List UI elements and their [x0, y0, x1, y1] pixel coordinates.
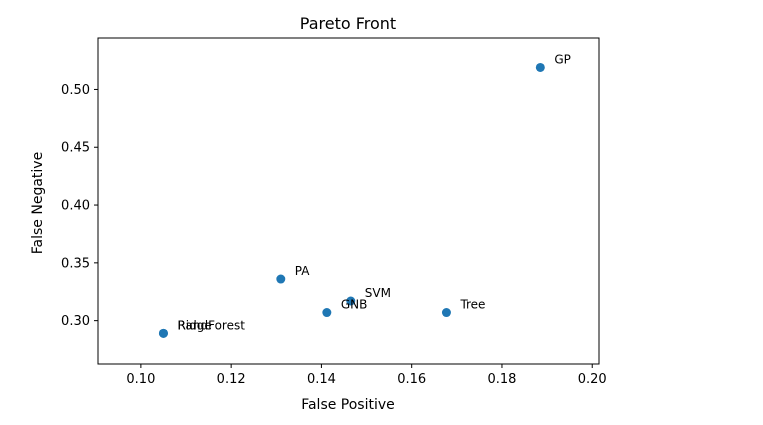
x-axis-label: False Positive [301, 397, 395, 413]
scatter-points [158, 62, 545, 338]
x-tick-label: 0.10 [126, 372, 155, 387]
scatter-point [346, 296, 356, 306]
point-label: PA [295, 264, 310, 278]
plot-frame [97, 37, 600, 365]
point-label: GNB [341, 298, 368, 312]
y-axis-label: False Negative [30, 152, 46, 254]
x-axis-ticks: 0.10 0.12 0.14 0.16 0.18 0.20 [126, 364, 607, 387]
y-tick-label: 0.35 [61, 256, 90, 271]
scatter-point [276, 274, 286, 284]
x-tick-label: 0.16 [397, 372, 426, 387]
x-tick-label: 0.14 [307, 372, 336, 387]
scatter-point [535, 62, 545, 72]
y-tick-label: 0.40 [61, 199, 90, 214]
scatter-point [441, 308, 451, 318]
point-label: RandForest [177, 318, 245, 332]
scatter-point [158, 328, 168, 338]
point-label: GP [554, 52, 571, 66]
x-tick-label: 0.18 [487, 372, 516, 387]
y-tick-label: 0.30 [61, 314, 90, 329]
scatter-point [322, 308, 332, 318]
x-tick-label: 0.12 [217, 372, 246, 387]
y-tick-label: 0.45 [61, 141, 90, 156]
point-label: Ridge [177, 318, 211, 332]
plot-area [97, 37, 600, 365]
chart-title: Pareto Front [300, 14, 396, 33]
x-tick-label: 0.20 [578, 372, 607, 387]
point-label: SVM [365, 286, 391, 300]
y-tick-label: 0.50 [61, 83, 90, 98]
point-label: Tree [459, 298, 485, 312]
y-axis-ticks: 0.30 0.35 0.40 0.45 0.50 [61, 83, 98, 329]
